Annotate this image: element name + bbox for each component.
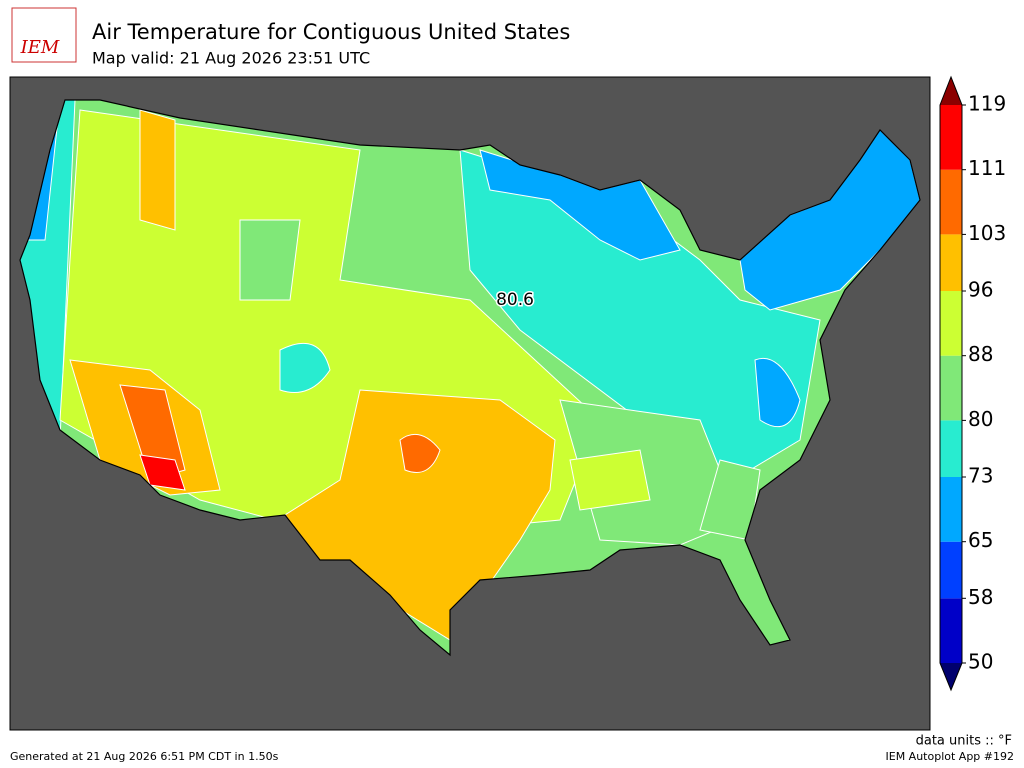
logo-text: IEM bbox=[20, 37, 60, 58]
colorbar-tick-label: 111 bbox=[968, 156, 1006, 180]
app-note: IEM Autoplot App #192 bbox=[886, 750, 1015, 763]
temperature-contour bbox=[399, 433, 441, 473]
colorbar: 50 58 65 73 80 88 96 103 111 119 bbox=[939, 75, 1006, 692]
colorbar-bin bbox=[940, 105, 962, 170]
logo: IEM bbox=[11, 7, 77, 63]
temperature-contour bbox=[119, 384, 186, 481]
temperature-contour bbox=[139, 454, 186, 491]
temperature-contour bbox=[569, 449, 651, 511]
colorbar-bin bbox=[940, 477, 962, 542]
station-value: 80.6 bbox=[496, 290, 534, 310]
temperature-contour bbox=[139, 109, 176, 231]
temperature-field bbox=[20, 100, 920, 655]
colorbar-bin bbox=[940, 234, 962, 291]
subtitle: Map valid: 21 Aug 2026 23:51 UTC bbox=[92, 49, 370, 68]
colorbar-bin bbox=[940, 355, 962, 421]
colorbar-bin bbox=[940, 420, 962, 477]
temperature-contour bbox=[754, 358, 801, 428]
colorbar-tick-label: 96 bbox=[968, 278, 993, 302]
colorbar-tick-label: 50 bbox=[968, 650, 993, 674]
colorbar-bin bbox=[940, 169, 962, 235]
colorbar-tick-label: 88 bbox=[968, 342, 993, 366]
colorbar-tick-label: 73 bbox=[968, 464, 993, 488]
units-label: data units :: °F bbox=[916, 734, 1012, 749]
colorbar-over bbox=[940, 77, 962, 105]
colorbar-tick-label: 58 bbox=[968, 585, 993, 609]
colorbar-under bbox=[940, 663, 962, 690]
generated-note: Generated at 21 Aug 2026 6:51 PM CDT in … bbox=[10, 750, 279, 763]
title: Air Temperature for Contiguous United St… bbox=[92, 20, 570, 44]
colorbar-bin bbox=[940, 541, 962, 599]
logo-box bbox=[11, 7, 77, 63]
colorbar-tick-label: 119 bbox=[968, 92, 1006, 116]
temperature-contour bbox=[279, 342, 331, 393]
colorbar-tick-label: 65 bbox=[968, 528, 993, 552]
colorbar-tick-label: 80 bbox=[968, 407, 993, 431]
colorbar-bin bbox=[940, 291, 962, 356]
temperature-contour bbox=[239, 219, 301, 301]
colorbar-tick-label: 103 bbox=[968, 221, 1006, 245]
colorbar-bin bbox=[940, 598, 962, 663]
